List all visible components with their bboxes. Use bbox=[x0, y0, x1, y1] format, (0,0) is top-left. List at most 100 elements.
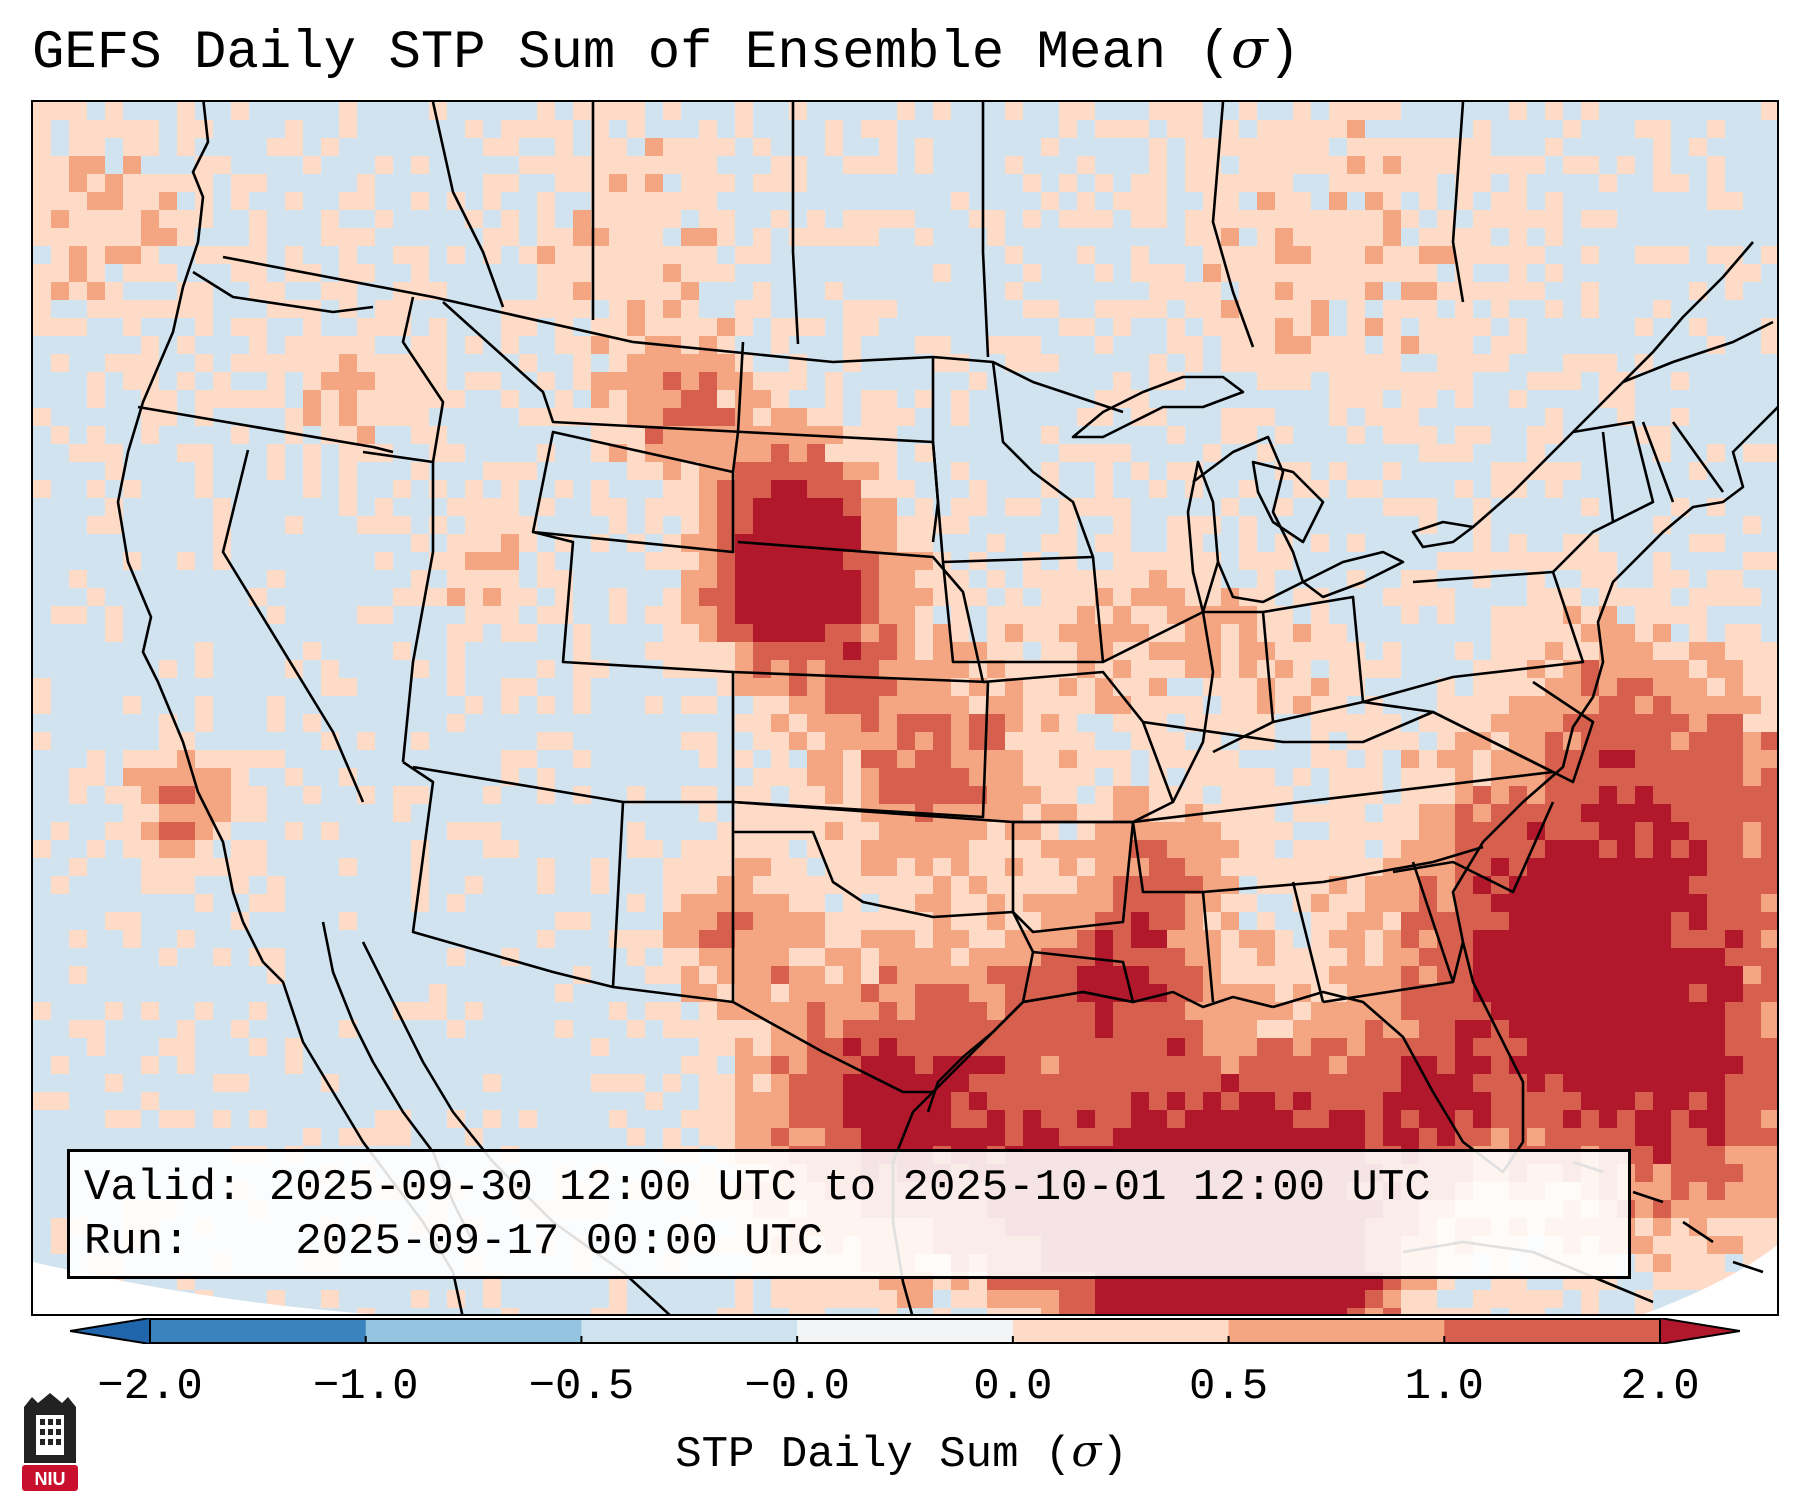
stp-cell bbox=[1653, 156, 1671, 174]
stp-cell bbox=[1149, 642, 1167, 660]
stp-cell bbox=[1185, 696, 1203, 714]
stp-cell bbox=[1167, 1308, 1185, 1314]
stp-cell bbox=[1617, 1092, 1635, 1110]
stp-cell bbox=[1239, 624, 1257, 642]
stp-cell bbox=[1023, 750, 1041, 768]
stp-cell bbox=[699, 120, 717, 138]
stp-cell bbox=[1311, 318, 1329, 336]
stp-cell bbox=[807, 408, 825, 426]
stp-cell bbox=[159, 750, 177, 768]
stp-cell bbox=[1131, 588, 1149, 606]
stp-cell bbox=[1707, 444, 1725, 462]
stp-cell bbox=[915, 822, 933, 840]
stp-cell bbox=[1239, 516, 1257, 534]
stp-cell bbox=[411, 156, 429, 174]
stp-cell bbox=[753, 642, 771, 660]
state-ia bbox=[941, 556, 1105, 664]
stp-cell bbox=[753, 426, 771, 444]
stp-cell bbox=[825, 840, 843, 858]
stp-cell bbox=[51, 1056, 69, 1074]
stp-cell bbox=[33, 732, 51, 750]
stp-cell bbox=[735, 984, 753, 1002]
stp-cell bbox=[1671, 642, 1689, 660]
stp-cell bbox=[1257, 1290, 1275, 1308]
stp-cell bbox=[1311, 1020, 1329, 1038]
stp-cell bbox=[1095, 966, 1113, 984]
stp-cell bbox=[1491, 732, 1509, 750]
stp-cell bbox=[1491, 192, 1509, 210]
stp-cell bbox=[1203, 1020, 1221, 1038]
stp-cell bbox=[1275, 1092, 1293, 1110]
stp-cell bbox=[1095, 696, 1113, 714]
stp-cell bbox=[1545, 228, 1563, 246]
stp-cell bbox=[267, 390, 285, 408]
stp-cell bbox=[609, 372, 627, 390]
stp-cell bbox=[123, 786, 141, 804]
stp-cell bbox=[1167, 282, 1185, 300]
stp-cell bbox=[69, 282, 87, 300]
stp-cell bbox=[1563, 786, 1581, 804]
stp-cell bbox=[1347, 714, 1365, 732]
stp-cell bbox=[1671, 1056, 1689, 1074]
stp-cell bbox=[1131, 462, 1149, 480]
stp-cell bbox=[1275, 174, 1293, 192]
map-panel[interactable] bbox=[31, 100, 1779, 1316]
stp-cell bbox=[1185, 768, 1203, 786]
stp-cell bbox=[105, 174, 123, 192]
stp-cell bbox=[645, 930, 663, 948]
stp-cell bbox=[1401, 930, 1419, 948]
stp-cell bbox=[1221, 1020, 1239, 1038]
stp-cell bbox=[1239, 1128, 1257, 1146]
stp-cell bbox=[285, 768, 303, 786]
stp-cell bbox=[1545, 966, 1563, 984]
stp-cell bbox=[717, 660, 735, 678]
stp-cell bbox=[1725, 858, 1743, 876]
stp-cell bbox=[627, 228, 645, 246]
stp-cell bbox=[825, 714, 843, 732]
stp-cell bbox=[735, 858, 753, 876]
stp-cell bbox=[1077, 606, 1095, 624]
stp-cell bbox=[825, 372, 843, 390]
stp-cell bbox=[51, 174, 69, 192]
stp-cell bbox=[1185, 822, 1203, 840]
stp-cell bbox=[1671, 840, 1689, 858]
stp-cell bbox=[1347, 948, 1365, 966]
stp-cell bbox=[969, 1290, 987, 1308]
stp-cell bbox=[1455, 966, 1473, 984]
stp-cell bbox=[303, 390, 321, 408]
stp-cell bbox=[429, 444, 447, 462]
stp-cell bbox=[1401, 1020, 1419, 1038]
stp-cell bbox=[375, 408, 393, 426]
stp-cell bbox=[1329, 858, 1347, 876]
stp-cell bbox=[1095, 300, 1113, 318]
stp-cell bbox=[1761, 246, 1777, 264]
stp-cell bbox=[843, 714, 861, 732]
stp-cell bbox=[1221, 804, 1239, 822]
stp-cell bbox=[1437, 984, 1455, 1002]
stp-cell bbox=[1239, 1038, 1257, 1056]
stp-cell bbox=[1671, 786, 1689, 804]
stp-cell bbox=[1419, 138, 1437, 156]
stp-cell bbox=[159, 948, 177, 966]
stp-cell bbox=[465, 570, 483, 588]
stp-cell bbox=[1653, 1074, 1671, 1092]
stp-cell bbox=[1491, 606, 1509, 624]
stp-cell bbox=[807, 714, 825, 732]
stp-cell bbox=[591, 174, 609, 192]
stp-cell bbox=[1671, 1038, 1689, 1056]
stp-cell bbox=[699, 156, 717, 174]
stp-cell bbox=[861, 588, 879, 606]
stp-cell bbox=[1581, 1038, 1599, 1056]
stp-cell bbox=[1599, 876, 1617, 894]
stp-cell bbox=[1419, 1092, 1437, 1110]
stp-cell bbox=[447, 660, 465, 678]
stp-cell bbox=[1725, 948, 1743, 966]
stp-cell bbox=[1311, 534, 1329, 552]
stp-cell bbox=[1257, 570, 1275, 588]
stp-cell bbox=[1005, 1038, 1023, 1056]
stp-cell bbox=[1563, 156, 1581, 174]
stp-cell bbox=[951, 858, 969, 876]
stp-cell bbox=[33, 678, 51, 696]
stp-cell bbox=[771, 390, 789, 408]
stp-cell bbox=[717, 552, 735, 570]
